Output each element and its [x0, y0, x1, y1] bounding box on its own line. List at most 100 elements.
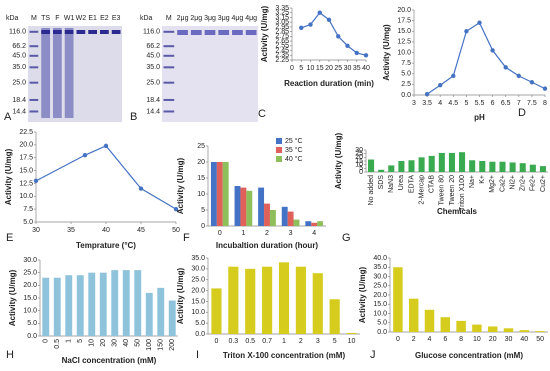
y-tick-label: 25 — [197, 143, 205, 150]
x-tick-label: 10 — [348, 338, 356, 345]
point — [336, 34, 341, 39]
bar — [246, 190, 253, 226]
band — [100, 30, 109, 34]
marker-label: 18.4 — [12, 97, 26, 104]
band — [53, 30, 62, 34]
point — [529, 80, 535, 85]
bar — [448, 152, 455, 172]
lane-label: 3μg — [204, 15, 216, 22]
band — [190, 30, 202, 35]
x-tick-label: 6 — [491, 100, 495, 107]
x-tick-label: 35 — [353, 65, 361, 72]
x-tick-label: 15 — [316, 65, 324, 72]
x-tick-label: K+ — [479, 175, 486, 184]
band — [163, 30, 175, 33]
bar — [368, 159, 375, 172]
x-tick-label: 5 — [464, 100, 468, 107]
bar — [329, 299, 340, 334]
band — [29, 81, 39, 84]
y-tick-label: 10.0 — [19, 193, 33, 200]
y-tick-label: 35.0 — [373, 264, 387, 271]
x-tick-label: EDTA — [408, 175, 415, 193]
bar — [509, 162, 516, 172]
x-tick-label: 10 — [307, 65, 315, 72]
bar — [428, 155, 435, 172]
point — [317, 10, 322, 15]
band — [218, 30, 230, 35]
x-tick-label: Tween 20 — [449, 175, 456, 205]
band — [163, 45, 175, 48]
x-tick-label: 8 — [543, 100, 547, 107]
y-axis-title: Activity (U/mg) — [176, 267, 185, 324]
y-tick-label: 17.5 — [19, 155, 33, 162]
y-tick-label: 2.65 — [275, 38, 289, 45]
y-tick-label: 5.0 — [23, 219, 33, 226]
band — [29, 66, 39, 69]
band — [163, 66, 175, 69]
point — [173, 206, 179, 212]
lane-label: 3μg — [218, 15, 230, 22]
legend-swatch — [276, 138, 282, 144]
lane-label: W2 — [76, 15, 87, 22]
legend-label: 35 °C — [285, 146, 303, 154]
x-tick-label: Cu2+ — [540, 175, 547, 192]
bar — [378, 169, 385, 172]
y-tick-label: 10.0 — [397, 49, 411, 56]
y-tick-label: 0 — [359, 169, 363, 176]
x-tick-label: 40 — [123, 339, 130, 347]
panel-label: I — [196, 349, 199, 361]
marker-label: 66.2 — [12, 43, 26, 50]
lane-label: E2 — [100, 15, 109, 22]
y-tick-label: 12.5 — [397, 39, 411, 46]
bar — [393, 267, 403, 332]
bar — [479, 161, 486, 172]
x-axis-title: Triton X-100 concentration (mM) — [223, 351, 346, 360]
x-tick-label: 4.5 — [448, 100, 458, 107]
x-tick-label: 40 — [102, 227, 110, 234]
bar — [269, 210, 276, 226]
x-tick-label: CTAB — [429, 175, 436, 193]
band — [163, 81, 175, 84]
bar — [65, 275, 73, 336]
point — [363, 53, 369, 58]
x-tick-label: 1 — [282, 338, 286, 345]
point — [354, 50, 359, 56]
y-tick-label: 10 — [355, 162, 363, 169]
bar — [222, 162, 229, 226]
point — [345, 43, 350, 49]
x-tick-label: 25 — [334, 65, 342, 72]
y-tick-label: 20.0 — [191, 287, 205, 294]
band — [177, 30, 188, 35]
point — [451, 73, 456, 79]
legend-label: 25 °C — [285, 137, 303, 145]
x-tick-label: 45 — [137, 227, 145, 234]
legend-swatch — [276, 147, 282, 153]
x-tick-label: 7 — [517, 100, 521, 107]
gel-unit: kDa — [140, 15, 153, 22]
y-tick-label: 25 — [355, 151, 363, 158]
gel — [162, 26, 258, 122]
y-tick-label: 10.0 — [23, 308, 37, 315]
panel-label: C — [258, 108, 266, 120]
y-tick-label: 2.75 — [275, 33, 289, 40]
x-tick-label: 4 — [438, 100, 442, 107]
bar — [122, 270, 130, 336]
point — [477, 20, 482, 25]
y-tick-label: 25.0 — [191, 277, 205, 284]
y-tick-label: 2.55 — [275, 43, 289, 50]
y-tick-label: 17.5 — [397, 17, 411, 24]
y-tick-label: 2.95 — [275, 24, 289, 31]
x-tick-label: 0.3 — [228, 338, 238, 345]
x-tick-label: 30 — [32, 227, 40, 234]
x-tick-label: 20 — [325, 65, 333, 72]
x-tick-label: 1 — [66, 339, 73, 343]
bar — [145, 292, 153, 336]
x-tick-label: 20 — [100, 339, 107, 347]
y-tick-label: 12.5 — [19, 180, 33, 187]
y-tick-label: 15 — [197, 175, 205, 182]
panel-label: D — [518, 107, 526, 119]
y-tick-label: 30.0 — [373, 273, 387, 280]
bar — [519, 330, 530, 332]
marker-label: 66.2 — [146, 43, 160, 50]
legend-label: 40 °C — [285, 155, 303, 163]
